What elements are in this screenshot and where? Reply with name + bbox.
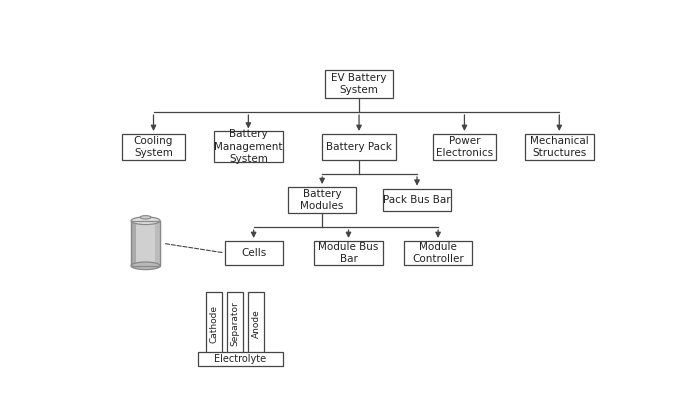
FancyBboxPatch shape xyxy=(227,292,243,356)
Text: Separator: Separator xyxy=(231,301,239,346)
FancyBboxPatch shape xyxy=(155,221,160,266)
Text: Battery
Modules: Battery Modules xyxy=(301,189,344,211)
FancyBboxPatch shape xyxy=(224,241,283,265)
FancyBboxPatch shape xyxy=(325,70,393,98)
Text: Cells: Cells xyxy=(241,248,267,258)
FancyBboxPatch shape xyxy=(122,134,185,160)
FancyBboxPatch shape xyxy=(314,241,383,265)
FancyBboxPatch shape xyxy=(131,221,136,266)
Text: Cooling
System: Cooling System xyxy=(134,135,173,158)
Text: Pack Bus Bar: Pack Bus Bar xyxy=(384,195,451,205)
Text: EV Battery
System: EV Battery System xyxy=(331,73,387,95)
Ellipse shape xyxy=(131,217,160,224)
FancyBboxPatch shape xyxy=(288,187,356,213)
Text: Power
Electronics: Power Electronics xyxy=(436,135,493,158)
FancyBboxPatch shape xyxy=(199,352,283,366)
Text: Battery Pack: Battery Pack xyxy=(326,142,392,152)
FancyBboxPatch shape xyxy=(248,292,264,356)
FancyBboxPatch shape xyxy=(322,134,396,160)
FancyBboxPatch shape xyxy=(383,189,452,211)
FancyBboxPatch shape xyxy=(131,221,160,266)
FancyBboxPatch shape xyxy=(432,134,496,160)
FancyBboxPatch shape xyxy=(525,134,594,160)
Text: Module Bus
Bar: Module Bus Bar xyxy=(318,242,379,264)
Text: Battery
Management
System: Battery Management System xyxy=(214,129,283,164)
Text: Cathode: Cathode xyxy=(209,305,218,343)
FancyBboxPatch shape xyxy=(206,292,222,356)
Ellipse shape xyxy=(140,216,151,219)
FancyBboxPatch shape xyxy=(214,131,283,162)
Text: Mechanical
Structures: Mechanical Structures xyxy=(530,135,589,158)
Ellipse shape xyxy=(131,262,160,270)
Text: Module
Controller: Module Controller xyxy=(412,242,464,264)
Text: Electrolyte: Electrolyte xyxy=(214,354,267,364)
FancyBboxPatch shape xyxy=(404,241,473,265)
Text: Anode: Anode xyxy=(252,309,260,338)
